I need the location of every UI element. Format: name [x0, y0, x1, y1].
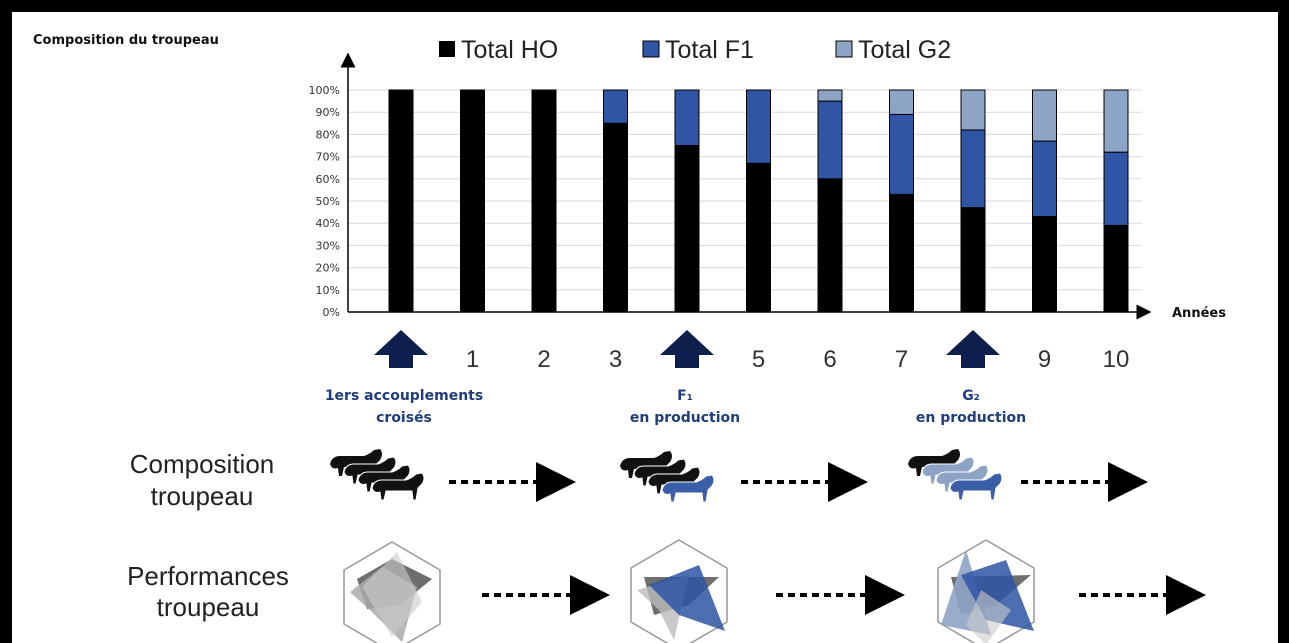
y-tick-label: 10% — [316, 284, 340, 297]
radar-chart-g2-icon — [937, 539, 1035, 643]
bar-segment-total-g2 — [1103, 89, 1129, 153]
legend-swatch-ho — [439, 41, 455, 57]
legend: Total HO Total F1 Total G2 — [439, 36, 951, 64]
bar-segment-total-ho — [460, 89, 485, 313]
legend-label-g2: Total G2 — [858, 36, 951, 64]
y-tick-label: 90% — [316, 106, 340, 119]
bar-segment-total-ho — [603, 122, 628, 313]
x-tick-labels: 1 2 3 5 6 7 9 10 — [466, 346, 1130, 373]
x-tick-label: 5 — [752, 346, 765, 373]
x-tick-label: 6 — [823, 346, 836, 373]
stacked-bar-chart: Composition du troupeau Total HO Total F… — [33, 33, 1226, 643]
bar-segment-total-g2 — [960, 89, 986, 131]
cow-herd-black-icon — [330, 449, 425, 501]
bar-segment-total-f1 — [1103, 151, 1129, 226]
legend-swatch-f1 — [642, 40, 660, 58]
bar-segment-total-ho — [746, 162, 771, 313]
bar-segment-total-f1 — [603, 89, 628, 124]
bar-segment-total-f1 — [817, 100, 843, 180]
composition-label-line1: Composition — [130, 449, 275, 479]
y-axis-label: Composition du troupeau — [33, 33, 219, 48]
bar-segment-total-f1 — [746, 89, 771, 164]
bar-segment-total-f1 — [960, 129, 986, 209]
x-tick-label: 9 — [1038, 346, 1051, 373]
milestone-note: en production — [916, 410, 1026, 426]
bar-segment-total-ho — [817, 178, 843, 313]
cow-herd-mixed-f1-icon — [620, 451, 715, 503]
up-arrow-icon — [660, 330, 714, 368]
x-axis-label: Années — [1172, 306, 1226, 321]
bar-segment-total-ho — [531, 89, 557, 313]
milestone-note: F₁ — [677, 388, 693, 404]
legend-label-ho: Total HO — [461, 36, 558, 64]
y-tick-labels: 0% 10% 20% 30% 40% 50% 60% 70% 80% 90% 100% — [309, 84, 340, 319]
composition-label-line2: troupeau — [151, 481, 254, 511]
y-tick-label: 30% — [316, 239, 340, 252]
bars — [388, 89, 1129, 313]
y-tick-label: 100% — [309, 84, 340, 97]
bar-segment-total-g2 — [889, 89, 914, 115]
y-tick-label: 50% — [316, 195, 340, 208]
x-tick-label: 1 — [466, 346, 479, 373]
milestone-note: 1ers accouplements — [325, 388, 483, 404]
bar-segment-total-ho — [388, 89, 414, 313]
bar-segment-total-ho — [674, 145, 700, 313]
bar-segment-total-f1 — [889, 113, 914, 195]
cow-herd-mixed-g2-icon — [908, 449, 1003, 501]
figure-frame: Composition du troupeau Total HO Total F… — [12, 12, 1278, 643]
x-tick-label: 3 — [609, 346, 622, 373]
radar-chart-f1-icon — [630, 539, 728, 643]
y-tick-label: 80% — [316, 128, 340, 141]
x-tick-label: 2 — [537, 346, 550, 373]
milestone-note: en production — [630, 410, 740, 426]
performances-label-line2: troupeau — [157, 592, 260, 622]
bar-segment-total-f1 — [674, 89, 700, 146]
bar-segment-total-ho — [889, 193, 914, 313]
y-tick-label: 70% — [316, 151, 340, 164]
y-tick-label: 60% — [316, 173, 340, 186]
bar-segment-total-g2 — [817, 89, 843, 102]
milestone-note: G₂ — [962, 388, 980, 404]
legend-swatch-g2 — [835, 40, 853, 58]
bar-segment-total-ho — [1032, 216, 1057, 313]
bar-segment-total-ho — [1103, 224, 1129, 313]
performances-label-line1: Performances — [127, 561, 289, 591]
milestone-note: croisés — [376, 410, 432, 426]
x-tick-label: 7 — [895, 346, 908, 373]
legend-label-f1: Total F1 — [665, 36, 754, 64]
bar-segment-total-f1 — [1032, 140, 1057, 218]
bar-segment-total-ho — [960, 207, 986, 313]
y-tick-label: 20% — [316, 262, 340, 275]
y-tick-label: 40% — [316, 217, 340, 230]
radar-chart-ho-icon — [343, 541, 441, 643]
y-tick-label: 0% — [323, 306, 340, 319]
up-arrow-icon — [946, 330, 1000, 368]
milestone-markers: 1ers accouplements croisés F₁ en production… — [325, 330, 1026, 426]
up-arrow-icon — [374, 330, 428, 368]
bar-segment-total-g2 — [1032, 89, 1057, 142]
x-tick-label: 10 — [1103, 346, 1130, 373]
